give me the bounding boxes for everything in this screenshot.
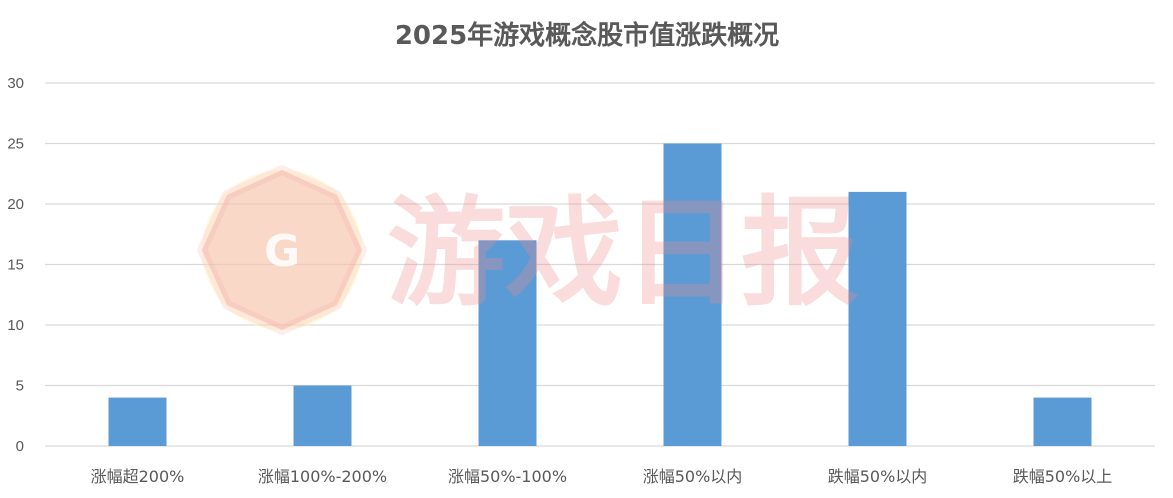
x-axis-labels: 涨幅超200% 涨幅100%-200% 涨幅50%-100% 涨幅50%以内 跌幅50%…	[91, 467, 1113, 486]
bar	[663, 143, 722, 446]
watermark-text: 游戏日报	[387, 184, 859, 322]
x-tick-label: 涨幅50%-100%	[448, 467, 567, 486]
x-tick-label: 涨幅100%-200%	[258, 467, 387, 486]
y-axis-ticks: 0 5 10 15 20 25 30	[7, 75, 24, 455]
x-tick-label: 涨幅超200%	[91, 467, 185, 486]
y-tick-label: 30	[7, 75, 24, 92]
y-tick-label: 10	[7, 317, 24, 334]
x-tick-label: 涨幅50%以内	[643, 467, 743, 486]
bar	[478, 240, 537, 446]
y-tick-label: 15	[7, 257, 24, 274]
watermark-logo-badge	[197, 165, 367, 335]
y-tick-label: 0	[16, 438, 24, 455]
y-tick-label: 5	[16, 378, 24, 395]
bar	[293, 385, 352, 446]
bars	[108, 143, 1092, 446]
bar	[848, 191, 907, 446]
watermark: G 游戏日报	[197, 165, 859, 335]
watermark-logo-letter: G	[264, 226, 300, 277]
y-tick-label: 20	[7, 196, 24, 213]
bar	[108, 397, 167, 446]
y-tick-label: 25	[7, 136, 24, 153]
x-tick-label: 跌幅50%以上	[1013, 467, 1113, 486]
bar	[1033, 397, 1092, 446]
watermark-logo-halo	[202, 170, 362, 330]
chart-title: 2025年游戏概念股市值涨跌概况	[395, 20, 779, 51]
x-tick-label: 跌幅50%以内	[828, 467, 928, 486]
